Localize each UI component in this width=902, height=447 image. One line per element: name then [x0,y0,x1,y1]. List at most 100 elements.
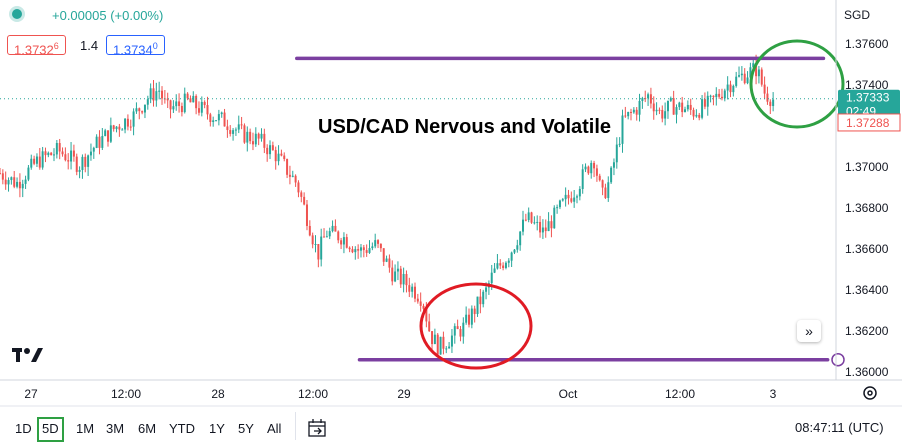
candle-body [203,101,206,106]
candle-body [334,225,337,232]
candle-body [266,147,269,155]
ask-price-tag [837,113,901,132]
timeframe-ytd[interactable]: YTD [169,421,195,436]
candle-body [328,231,331,237]
candle-body [89,151,92,156]
candle-body [550,221,553,229]
candle-body [274,150,277,162]
candle-body [513,249,516,253]
candle-body [618,143,621,145]
y-tick-label: 1.36400 [845,283,889,297]
candle-body [291,175,294,177]
candle-body [567,194,570,199]
tradingview-logo-icon[interactable] [12,346,46,364]
candle-body [72,150,75,157]
candle-body [382,248,385,262]
candle-body [465,314,468,323]
candle-body [612,162,615,168]
candle-body [590,162,593,174]
candle-body [763,84,766,94]
gear-icon[interactable] [861,384,879,402]
candle-body [436,334,439,355]
candle-body [607,182,610,198]
timeframe-1m[interactable]: 1M [76,421,95,436]
candle-body [698,114,701,118]
candle-body [87,155,90,167]
annotations [419,39,845,370]
candle-body [587,166,590,174]
candle-body [678,102,681,108]
candle-body [30,158,33,168]
candle-body [530,212,533,223]
price-axis[interactable]: 1.376001.374001.372001.370001.368001.366… [845,37,889,379]
candle-body [664,111,667,119]
candle-body [209,114,212,123]
time-axis[interactable]: 27 12:00 28 12:00 29 Oct 12:00 3 [24,387,776,401]
timeframe-1d[interactable]: 1D [15,421,32,436]
sell-price-button[interactable]: 1.37326 [7,35,66,58]
candle-body [541,227,544,233]
candle-body [161,90,164,99]
candle-body [92,147,95,152]
buy-price-sup: 0 [152,41,158,51]
candle-body [126,118,129,127]
date-range-icon[interactable] [306,417,330,441]
timeframe-6m[interactable]: 6M [138,421,157,436]
candle-body [118,126,121,130]
candle-body [473,308,476,315]
candle-body [186,93,189,99]
candle-body [576,196,579,198]
candle-body [476,296,479,315]
timeframe-5d[interactable]: 5D [37,417,64,442]
timeframe-all[interactable]: All [267,421,282,436]
candle-body [226,126,229,131]
candle-body [644,98,647,100]
candle-body [10,177,13,181]
sell-price-main: 1.3732 [14,42,54,58]
candle-body [158,90,161,92]
timeframe-3m[interactable]: 3M [106,421,125,436]
candle-body [433,334,436,345]
candle-body [24,179,27,184]
scroll-to-realtime-button[interactable]: » [797,320,821,342]
candle-body [413,286,416,299]
candle-body [652,103,655,112]
candle-body [58,143,61,152]
candle-body [365,250,368,253]
candle-body [223,112,226,127]
candle-body [507,260,510,263]
candle-body [610,167,613,183]
candle-body [50,152,53,156]
status-dot [12,7,22,22]
candle-body [462,322,465,337]
candle-body [467,314,470,325]
candle-body [632,109,635,113]
candle-body [354,249,357,253]
candle-body [556,207,559,209]
buy-price-button[interactable]: 1.37340 [106,35,165,57]
candle-body [669,98,672,101]
y-tick-label: 1.37000 [845,160,889,174]
candle-body [539,221,542,233]
candle-body [286,159,289,175]
y-tick-label: 1.36200 [845,324,889,338]
candle-body [621,115,624,144]
candle-body [558,200,561,208]
timeframe-5y[interactable]: 5Y [238,421,254,436]
levels [0,56,845,367]
candle-body [425,308,428,322]
candle-body [536,221,539,223]
candle-body [428,321,431,332]
timeframe-1y[interactable]: 1Y [209,421,225,436]
candle-body [666,100,669,112]
candle-body [706,95,709,107]
candle-body [300,192,303,197]
utc-clock[interactable]: 08:47:11 (UTC) [795,420,884,435]
y-tick-label: 1.36000 [845,365,889,379]
candle-body [595,168,598,176]
candle-body [635,109,638,115]
currency-selector[interactable]: SGD [844,8,871,22]
candle-body [254,133,257,145]
candle-body [314,244,317,246]
